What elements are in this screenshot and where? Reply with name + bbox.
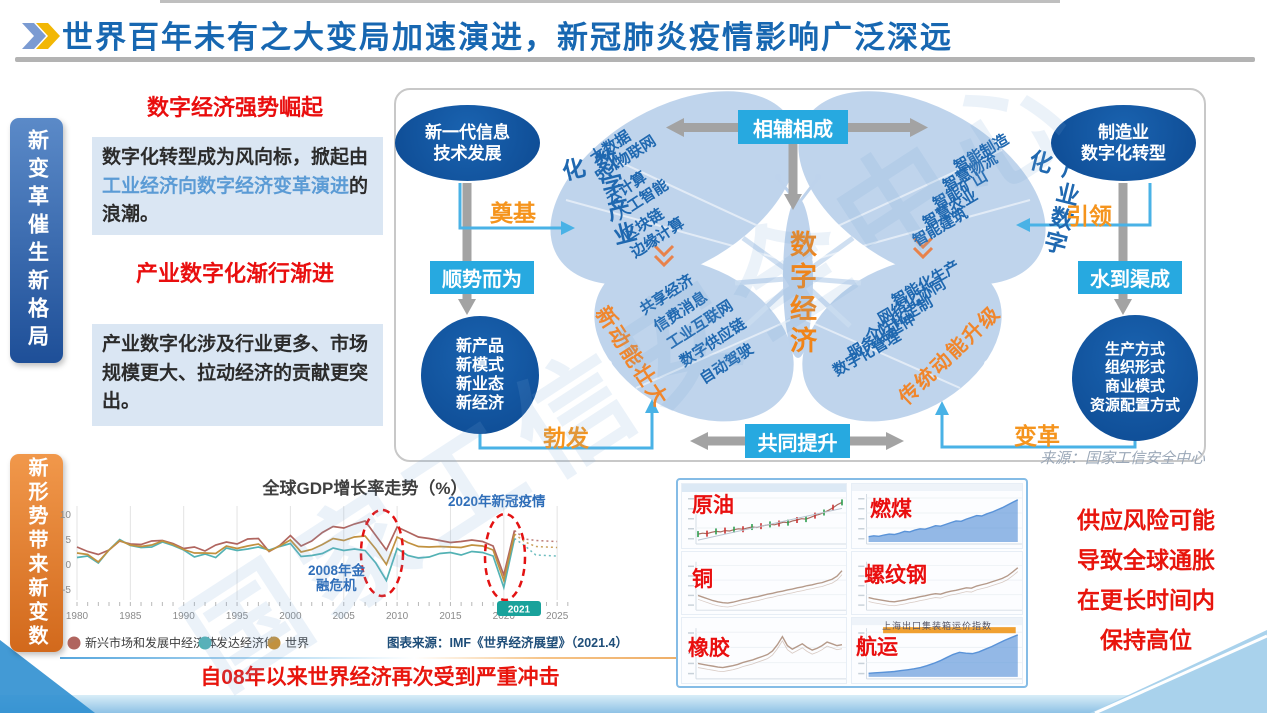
arrow-label-burst: 勃发 xyxy=(543,425,589,451)
svg-text:2005: 2005 xyxy=(333,611,356,622)
svg-text:2015: 2015 xyxy=(439,611,462,622)
node-new-products: 新产品 新模式 新业态 新经济 xyxy=(421,316,539,434)
svg-text:融危机: 融危机 xyxy=(316,577,357,593)
side-tab-new-pattern: 新变革催生新格局 xyxy=(10,118,63,363)
arrow-label-transform: 变革 xyxy=(1014,423,1060,449)
mini-chart-copper: 铜 xyxy=(681,551,847,615)
shipping-index-title: 上海出口集装箱运价指数 xyxy=(881,621,992,631)
center-word-digital-economy: 数字经济 xyxy=(786,230,816,358)
svg-text:10: 10 xyxy=(60,510,72,521)
top-edge-strip xyxy=(160,0,1060,3)
inflation-risk-note: 供应风险可能 导致全球通胀 在更长时间内 保持高位 xyxy=(1077,507,1215,653)
relation-box-natural-result: 水到渠成 xyxy=(1078,261,1182,294)
svg-text:5: 5 xyxy=(65,535,71,546)
relation-box-follow-trend: 顺势而为 xyxy=(430,261,534,294)
svg-text:2020年新冠疫情: 2020年新冠疫情 xyxy=(448,493,546,509)
svg-text:1995: 1995 xyxy=(226,611,249,622)
decor-gradient-line xyxy=(60,657,705,659)
svg-text:2025: 2025 xyxy=(546,611,569,622)
svg-text:1980: 1980 xyxy=(66,611,89,622)
double-chevron-icon xyxy=(22,23,60,49)
side-tab-new-variables: 新形势带来新变数 xyxy=(10,454,63,652)
page-title: 世界百年未有之大变局加速演进，新冠肺炎疫情影响广泛深远 xyxy=(62,20,953,55)
heading-industry-digitalization: 产业数字化渐行渐进 xyxy=(135,261,334,286)
svg-text:2020: 2020 xyxy=(493,611,516,622)
svg-text:发达经济体: 发达经济体 xyxy=(216,635,276,650)
mini-chart-rubber: 橡胶 xyxy=(681,617,847,684)
butterfly-graphic xyxy=(458,91,1152,450)
svg-text:2010: 2010 xyxy=(386,611,409,622)
svg-text:1990: 1990 xyxy=(173,611,196,622)
svg-text:-5: -5 xyxy=(62,585,71,596)
svg-text:2000: 2000 xyxy=(279,611,302,622)
svg-text:2008年金: 2008年金 xyxy=(308,562,366,578)
node-manufacturing-transformation: 制造业 数字化转型 xyxy=(1051,105,1196,181)
para1-suffix: 的浪潮。 xyxy=(102,175,369,226)
node-new-it-development: 新一代信息 技术发展 xyxy=(395,105,540,181)
relation-box-joint-improvement: 共同提升 xyxy=(745,424,850,458)
paragraph-industry-digitalization: 产业数字化涉及行业更多、市场规模更大、拉动经济的贡献更突出。 xyxy=(92,324,383,426)
heading-digital-economy-rise: 数字经济强势崛起 xyxy=(146,95,323,120)
svg-text:新兴市场和发展中经济体: 新兴市场和发展中经济体 xyxy=(85,635,217,650)
gdp-chart: 全球GDP增长率走势（%） 1980 1985 1990 1995 2000 2005 201… xyxy=(55,478,675,670)
butterfly-body xyxy=(734,174,862,358)
para1-prefix: 数字化转型成为风向标，掀起由 xyxy=(102,147,369,168)
commodity-charts-panel: 原油 燃煤 铜 螺纹钢 橡胶 上海出口集装箱运价指数 航运 xyxy=(676,478,1028,688)
svg-text:2021: 2021 xyxy=(508,605,531,616)
svg-text:全球GDP增长率走势（%）: 全球GDP增长率走势（%） xyxy=(262,478,468,498)
mini-chart-coal: 燃煤 xyxy=(851,483,1023,549)
svg-text:1985: 1985 xyxy=(119,611,142,622)
bottom-caption: 自08年以来世界经济再次受到严重冲击 xyxy=(200,666,560,689)
blue-arrows xyxy=(458,183,1152,450)
svg-text:世界: 世界 xyxy=(285,636,309,650)
arrow-label-lead: 引领 xyxy=(1066,203,1112,229)
node-production-modes: 生产方式 组织形式 商业模式 资源配置方式 xyxy=(1072,315,1198,441)
mini-chart-shipping: 上海出口集装箱运价指数 航运 xyxy=(851,617,1023,684)
svg-text:图表来源：IMF《世界经济展望》（2021.4）: 图表来源：IMF《世界经济展望》（2021.4） xyxy=(387,635,628,650)
diagram-source-note: 来源：国家工信安全中心 xyxy=(1039,450,1205,467)
mini-chart-rebar: 螺纹钢 xyxy=(851,551,1023,615)
svg-text:0: 0 xyxy=(65,560,71,571)
title-underline xyxy=(15,57,1255,62)
arrow-label-foundation: 奠基 xyxy=(490,200,536,226)
relation-box-mutual-reinforcement: 相辅相成 xyxy=(738,110,848,144)
paragraph-digital-transformation: 数字化转型成为风向标，掀起由工业经济向数字经济变革演进的浪潮。 xyxy=(92,137,383,235)
para1-highlight: 工业经济向数字经济变革演进 xyxy=(102,175,350,197)
chevron-down-double-icon xyxy=(653,236,934,268)
mini-chart-crude-oil: 原油 xyxy=(681,483,847,549)
